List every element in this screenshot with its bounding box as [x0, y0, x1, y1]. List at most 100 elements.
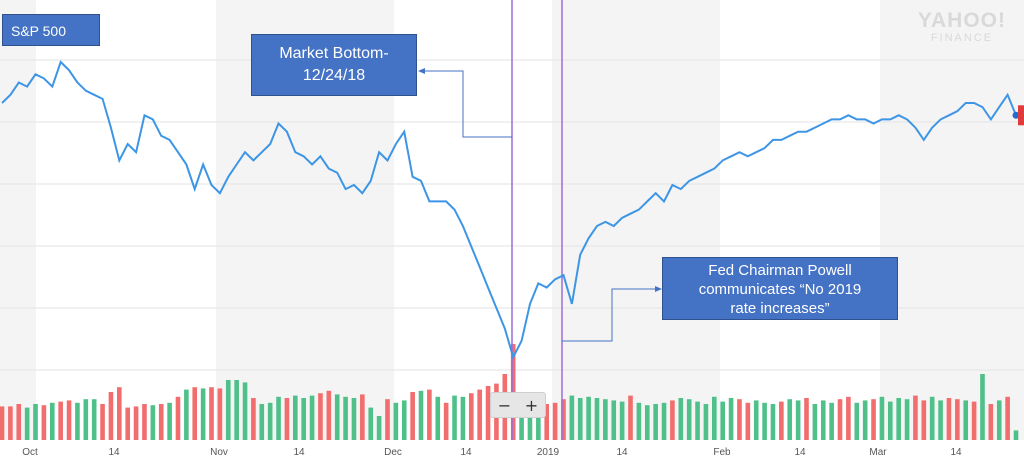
volume-bar — [460, 396, 466, 440]
volume-bar — [762, 402, 767, 440]
volume-bar — [1005, 396, 1010, 440]
volume-bar — [225, 380, 231, 440]
event-markers — [511, 0, 563, 440]
volume-bar — [536, 399, 541, 440]
fed-arrowhead — [655, 286, 662, 292]
x-axis-ticks: Oct 14 Nov 14 Dec 14 2019 14 Feb 14 Mar 14 — [22, 447, 962, 458]
volume-bar — [737, 399, 742, 440]
volume-bar — [552, 402, 558, 440]
volume-bar — [603, 399, 608, 440]
x-tick-label: Nov — [210, 447, 228, 458]
volume-bar — [125, 407, 131, 440]
market-bottom-arrowhead — [418, 68, 425, 74]
last-price-marker — [1012, 105, 1024, 126]
fed-powell-callout: Fed Chairman Powell communicates “No 201… — [662, 257, 898, 320]
x-tick-label: 14 — [293, 447, 305, 458]
volume-bar — [913, 395, 918, 440]
volume-bar — [879, 396, 885, 440]
x-tick-label: Dec — [384, 447, 402, 458]
month-band — [552, 0, 720, 440]
volume-bar — [577, 398, 583, 440]
zoom-control: − + — [490, 392, 546, 418]
volume-bar — [904, 399, 910, 440]
volume-bar — [787, 399, 793, 440]
volume-bar — [100, 404, 105, 440]
x-tick-label: 14 — [108, 447, 120, 458]
zoom-in-button[interactable]: + — [524, 395, 539, 415]
fed-arrow — [562, 288, 658, 342]
volume-bar — [318, 393, 323, 440]
volume-bar — [812, 404, 818, 440]
volume-bar — [301, 398, 306, 440]
volume-bar — [594, 398, 600, 440]
volume-bar — [745, 402, 751, 440]
volume-bar — [779, 401, 784, 440]
volume-bar — [259, 404, 265, 440]
volume-bar — [427, 389, 432, 440]
volume-bar — [284, 398, 290, 440]
volume-bar — [385, 399, 390, 440]
volume-bar — [871, 399, 876, 440]
volume-bar — [83, 399, 89, 440]
watermark-yahoo: YAHOO! — [917, 9, 1006, 32]
volume-bar — [66, 400, 72, 440]
volume-bar — [393, 402, 399, 440]
month-band — [880, 0, 1024, 440]
volume-bar — [276, 396, 281, 440]
volume-bar — [0, 406, 5, 440]
volume-bar — [862, 400, 868, 440]
volume-bar — [1013, 430, 1019, 440]
volume-bar — [167, 402, 172, 440]
volume-bar — [217, 388, 223, 440]
volume-bar — [644, 405, 650, 440]
volume-bar — [846, 396, 851, 440]
volume-bar — [795, 400, 801, 440]
volume-bar — [477, 389, 482, 440]
volume-bar — [401, 400, 407, 440]
volume-bar — [117, 387, 122, 440]
volume-bar — [820, 400, 826, 440]
last-price-flag — [1018, 105, 1024, 126]
volume-bar — [242, 382, 248, 440]
volume-bar — [628, 395, 633, 440]
volume-bar — [142, 404, 147, 440]
volume-bar — [519, 404, 524, 440]
volume-bar — [368, 407, 374, 440]
volume-bar — [837, 399, 843, 440]
volume-bar — [896, 398, 901, 440]
volume-bar — [108, 392, 114, 440]
volume-bar — [619, 401, 625, 440]
volume-bar — [376, 416, 382, 440]
volume-bar — [343, 396, 348, 440]
volume-bar — [334, 394, 340, 440]
volume-bar — [611, 400, 617, 440]
volume-bar — [586, 396, 591, 440]
volume-bar — [527, 398, 533, 440]
x-tick-label: Oct — [22, 447, 38, 458]
x-tick-label: 14 — [616, 447, 628, 458]
volume-bar — [695, 401, 700, 440]
chart-title: S&P 500 — [2, 14, 100, 46]
volume-bar — [49, 402, 55, 440]
volume-bar — [326, 390, 332, 440]
market-bottom-arrow — [422, 70, 512, 138]
volume-bar — [192, 387, 198, 440]
volume-bar — [158, 404, 164, 440]
x-tick-label: 14 — [460, 447, 472, 458]
market-bottom-callout: Market Bottom- 12/24/18 — [251, 34, 417, 96]
volume-bar — [712, 396, 717, 440]
volume-bar — [293, 395, 298, 440]
last-price-dot — [1012, 111, 1020, 119]
volume-bar — [971, 401, 977, 440]
volume-bar — [946, 398, 952, 440]
volume-bar — [485, 386, 491, 440]
volume-bar — [703, 404, 709, 440]
zoom-out-button[interactable]: − — [497, 395, 512, 415]
callout-arrows — [418, 68, 662, 342]
volume-bar — [234, 380, 239, 440]
volume-bar — [678, 398, 684, 440]
x-tick-label: 14 — [950, 447, 962, 458]
yahoo-finance-watermark: YAHOO! FINANCE — [918, 10, 1006, 44]
volume-bar — [770, 404, 776, 440]
